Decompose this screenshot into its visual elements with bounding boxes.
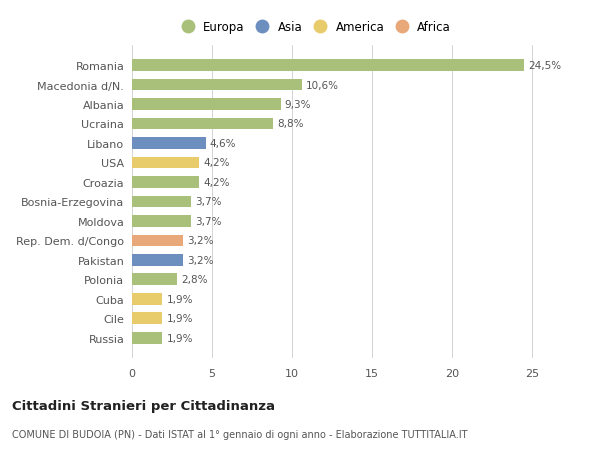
Bar (132, 177, 199, 188)
Text: COMUNE DI BUDOIA (PN) - Dati ISTAT al 1° gennaio di ogni anno - Elaborazione TUT: COMUNE DI BUDOIA (PN) - Dati ISTAT al 1°… (12, 429, 467, 439)
Bar (132, 216, 191, 227)
Bar (132, 235, 183, 246)
Bar (132, 332, 163, 344)
Bar (132, 196, 191, 208)
Text: 3,2%: 3,2% (187, 236, 214, 246)
Text: 4,6%: 4,6% (209, 139, 236, 149)
Text: 1,9%: 1,9% (166, 294, 193, 304)
Text: 4,2%: 4,2% (203, 178, 230, 188)
Bar (132, 274, 177, 285)
Text: 9,3%: 9,3% (285, 100, 311, 110)
Bar (132, 60, 524, 72)
Legend: Europa, Asia, America, Africa: Europa, Asia, America, Africa (176, 21, 451, 34)
Text: 1,9%: 1,9% (166, 333, 193, 343)
Bar (132, 313, 163, 325)
Text: 3,2%: 3,2% (187, 255, 214, 265)
Bar (132, 254, 183, 266)
Text: 10,6%: 10,6% (305, 80, 338, 90)
Text: 3,7%: 3,7% (195, 216, 222, 226)
Text: 24,5%: 24,5% (528, 61, 561, 71)
Text: Cittadini Stranieri per Cittadinanza: Cittadini Stranieri per Cittadinanza (12, 399, 275, 412)
Bar (132, 118, 273, 130)
Text: 3,7%: 3,7% (195, 197, 222, 207)
Bar (132, 157, 199, 169)
Bar (132, 293, 163, 305)
Text: 8,8%: 8,8% (277, 119, 304, 129)
Bar (132, 138, 206, 150)
Text: 1,9%: 1,9% (166, 313, 193, 324)
Bar (132, 79, 302, 91)
Text: 4,2%: 4,2% (203, 158, 230, 168)
Text: 2,8%: 2,8% (181, 274, 208, 285)
Bar (132, 99, 281, 111)
